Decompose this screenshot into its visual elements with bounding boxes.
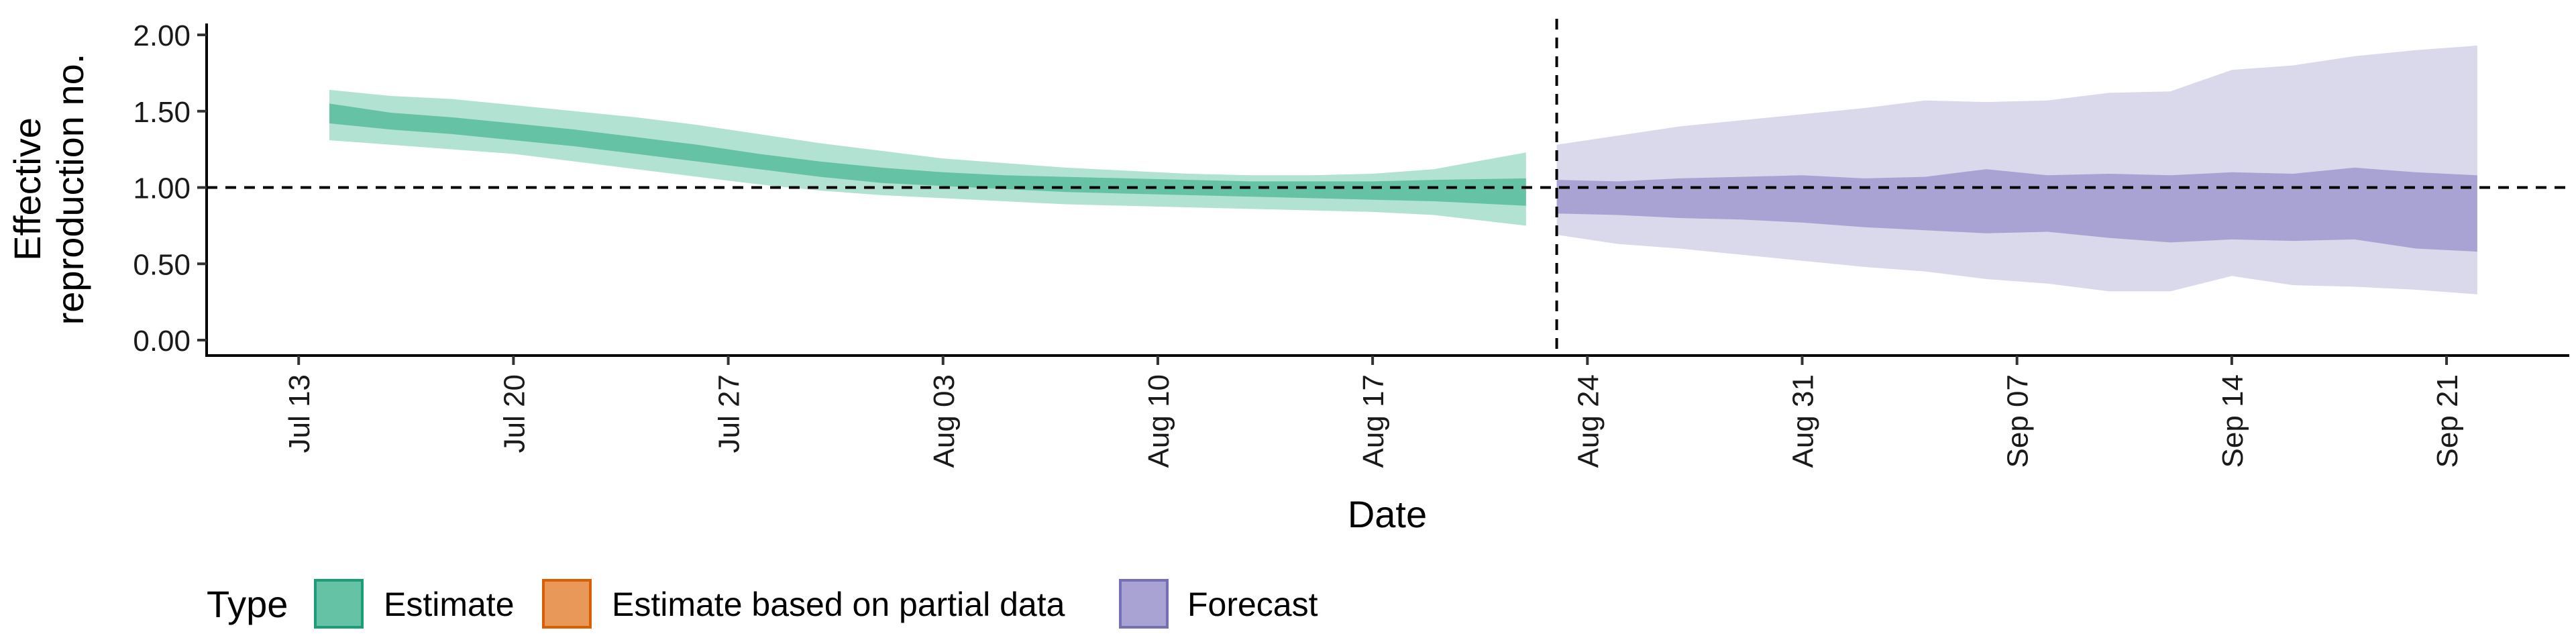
y-tick-label: 1.50 [133,96,191,129]
y-tick-label: 1.00 [133,172,191,205]
x-tick-label: Aug 03 [928,374,961,468]
x-tick-label: Jul 27 [713,374,746,453]
legend-key-estimate-based-on-partial-data [542,579,592,629]
estimate-outer-band [329,89,1526,226]
x-tick-label: Sep 14 [2216,374,2249,468]
x-tick-label: Aug 10 [1142,374,1175,468]
x-axis-title: Date [1348,493,1427,535]
y-tick-label: 0.00 [133,325,191,358]
legend-label-forecast: Forecast [1187,586,1318,623]
x-tick-label: Jul 13 [283,374,316,453]
legend-key-forecast [1119,579,1169,629]
estimate-inner-band [329,103,1526,206]
legend-key-estimate [314,579,364,629]
x-tick-label: Aug 17 [1357,374,1390,468]
ribbon-layer [329,45,2477,294]
x-tick-label: Sep 07 [2002,374,2035,468]
legend-title: Type [207,583,288,625]
y-axis-title-line-2: reproduction no. [49,54,91,325]
legend-label-estimate-based-on-partial-data: Estimate based on partial data [612,586,1065,623]
x-tick-label: Sep 21 [2431,374,2464,468]
legend-label-estimate: Estimate [384,586,515,623]
y-tick-label: 2.00 [133,19,191,52]
legend: Type Estimate Estimate based on partial da… [207,579,1318,629]
x-tick-label: Jul 20 [498,374,531,453]
y-tick-label: 0.50 [133,248,191,281]
axes: 0.00 0.50 1.00 1.50 2.00 Jul 13 Jul 20 Jul 27 Au… [133,19,2569,468]
x-tick-label: Aug 31 [1786,374,1819,468]
x-tick-label: Aug 24 [1572,374,1605,468]
y-axis-title-line-1: Effective [6,117,48,261]
